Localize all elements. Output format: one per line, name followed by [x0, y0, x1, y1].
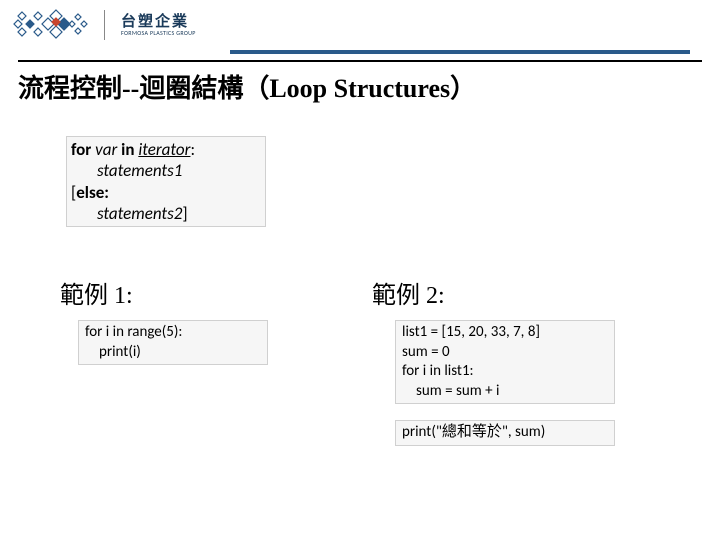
- keyword-in: in: [121, 139, 134, 160]
- syntax-else-line: [else:: [71, 182, 261, 203]
- divider-icon: [104, 10, 105, 40]
- header-rule-thick: [230, 50, 690, 54]
- syntax-stmts1: statements1: [71, 160, 261, 181]
- code-line: print("總和等於", sum): [402, 423, 608, 443]
- example2-code-block1: list1 = [15, 20, 33, 7, 8] sum = 0 for i…: [395, 320, 615, 404]
- code-line: sum = 0: [402, 343, 608, 363]
- code-line: print(i): [85, 343, 261, 363]
- syntax-iterator: iterator: [138, 139, 190, 160]
- logo-icon: [12, 8, 92, 42]
- example2-code-block2: print("總和等於", sum): [395, 420, 615, 446]
- keyword-for: for: [71, 139, 91, 160]
- syntax-var: var: [95, 139, 117, 160]
- code-line: for i in range(5):: [85, 323, 261, 343]
- syntax-line-1: for var in iterator:: [71, 139, 261, 160]
- code-line: for i in list1:: [402, 362, 608, 382]
- header-rule-thin: [18, 60, 702, 62]
- company-name-en: FORMOSA PLASTICS GROUP: [121, 30, 196, 36]
- page-title: 流程控制--迴圈結構（Loop Structures）: [18, 68, 476, 105]
- syntax-stmts2-line: statements2]: [71, 203, 261, 224]
- example1-code: for i in range(5): print(i): [78, 320, 268, 365]
- example2-title: 範例 2:: [372, 275, 445, 310]
- code-line: list1 = [15, 20, 33, 7, 8]: [402, 323, 608, 343]
- header-logo-area: 台塑企業 FORMOSA PLASTICS GROUP: [12, 8, 196, 42]
- syntax-stmts2: statements2: [71, 203, 182, 224]
- syntax-box: for var in iterator: statements1 [else: …: [66, 136, 266, 227]
- syntax-colon: :: [190, 139, 195, 160]
- company-name: 台塑企業 FORMOSA PLASTICS GROUP: [121, 15, 196, 36]
- example1-title: 範例 1:: [60, 275, 133, 310]
- company-name-zh: 台塑企業: [121, 15, 196, 30]
- code-line: sum = sum + i: [402, 382, 608, 402]
- keyword-else: else:: [76, 182, 109, 203]
- syntax-bracket-close: ]: [182, 203, 187, 224]
